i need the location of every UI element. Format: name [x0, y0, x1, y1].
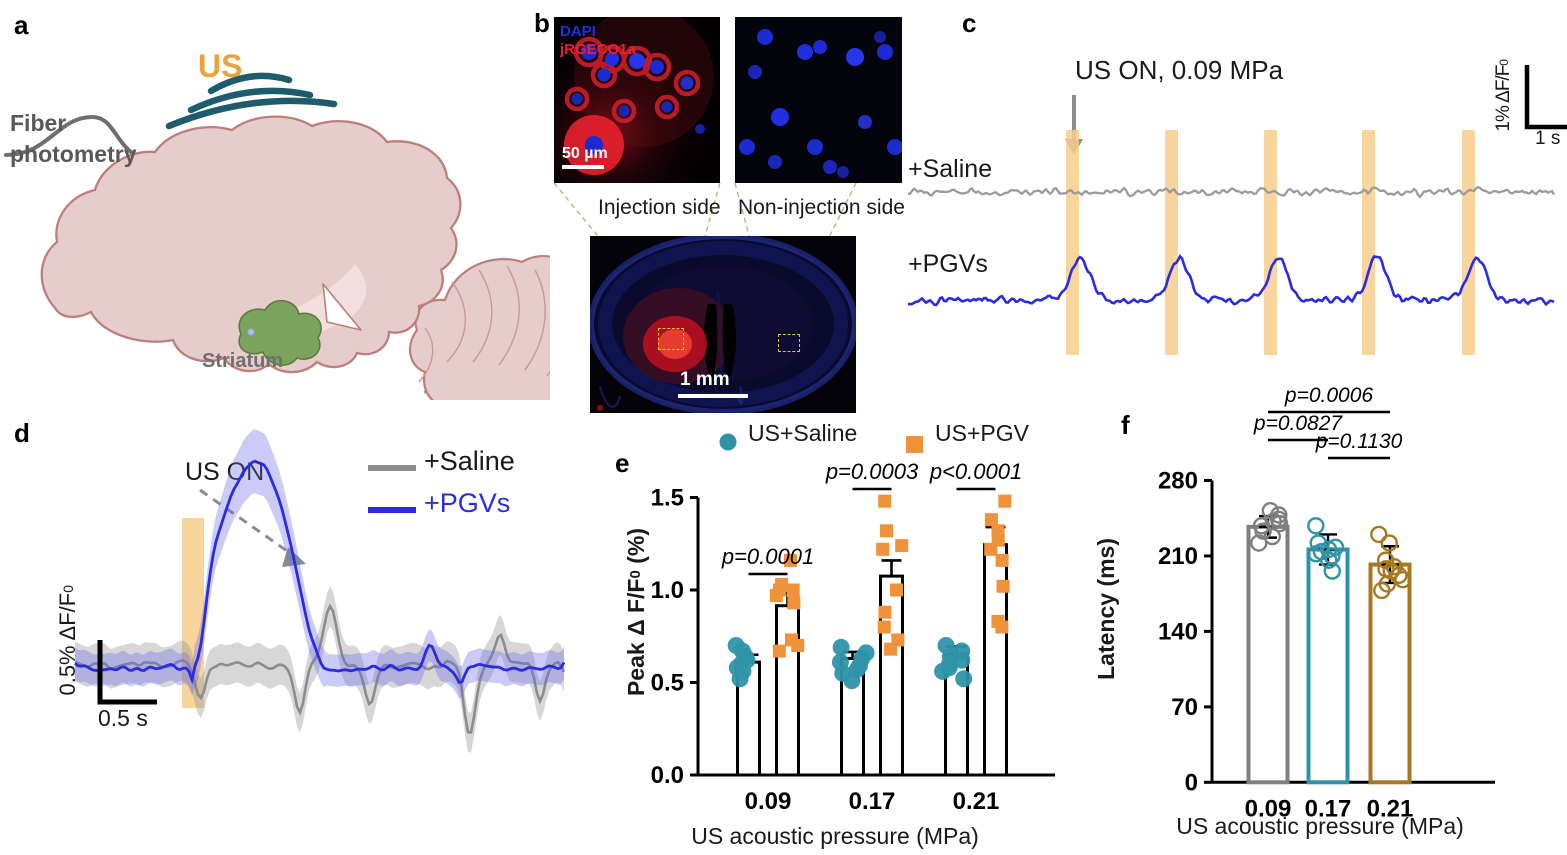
- svg-text:p=0.0006: p=0.0006: [1284, 384, 1373, 407]
- svg-text:0.21: 0.21: [953, 788, 1000, 815]
- svg-text:280: 280: [1158, 468, 1198, 495]
- svg-text:p=0.0001: p=0.0001: [721, 544, 814, 569]
- svg-text:p=0.0827: p=0.0827: [1253, 412, 1343, 435]
- svg-text:70: 70: [1171, 694, 1198, 721]
- svg-text:0.09: 0.09: [745, 788, 792, 815]
- svg-text:0.17: 0.17: [849, 788, 896, 815]
- svg-text:p<0.0001: p<0.0001: [929, 459, 1022, 484]
- svg-text:0.5: 0.5: [651, 670, 684, 697]
- svg-text:1.5: 1.5: [651, 485, 684, 512]
- svg-text:140: 140: [1158, 618, 1198, 645]
- svg-text:0.0: 0.0: [651, 762, 684, 789]
- svg-text:210: 210: [1158, 543, 1198, 570]
- svg-text:p=0.0003: p=0.0003: [825, 459, 919, 484]
- svg-text:0: 0: [1185, 769, 1198, 796]
- svg-text:1.0: 1.0: [651, 577, 684, 604]
